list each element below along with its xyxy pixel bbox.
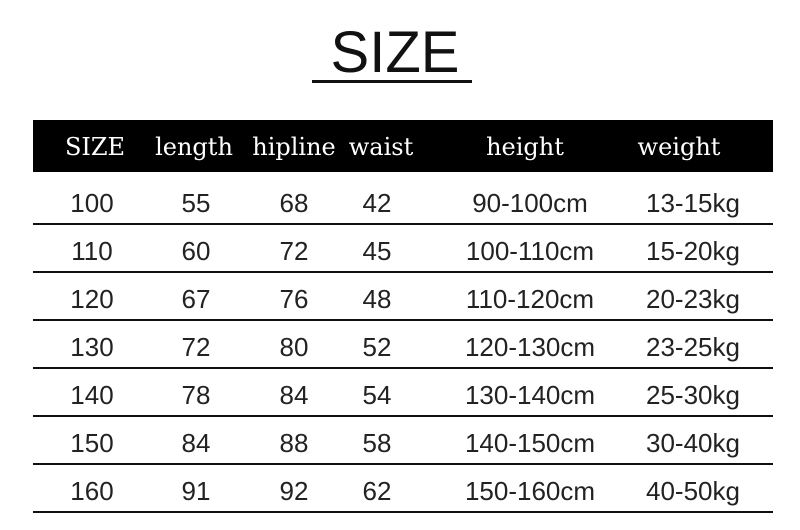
row-divider	[33, 463, 773, 465]
cell-height: 100-110cm	[465, 236, 595, 266]
cell-hipline: 92	[279, 476, 309, 506]
cell-weight: 23-25kg	[646, 332, 740, 362]
cell-height: 90-100cm	[472, 188, 588, 218]
cell-weight: 15-20kg	[646, 236, 740, 266]
cell-weight: 30-40kg	[646, 428, 740, 458]
row-divider	[33, 415, 773, 417]
cell-size: 100	[70, 188, 114, 218]
page-title: SIZE	[330, 20, 460, 85]
table-header: SIZE length hipline waist height weight	[33, 120, 773, 172]
cell-waist: 45	[362, 236, 392, 266]
column-header-hipline: hipline	[252, 133, 336, 161]
table-row: 120 67 76 48 110-120cm 20-23kg	[33, 273, 773, 321]
cell-waist: 48	[362, 284, 392, 314]
cell-height: 150-160cm	[464, 476, 596, 506]
cell-waist: 52	[362, 332, 392, 362]
cell-size: 160	[70, 476, 114, 506]
table-row: 130 72 80 52 120-130cm 23-25kg	[33, 321, 773, 369]
table-row: 110 60 72 45 100-110cm 15-20kg	[33, 225, 773, 273]
cell-waist: 58	[362, 428, 392, 458]
cell-hipline: 72	[279, 236, 309, 266]
cell-height: 140-150cm	[464, 428, 596, 458]
cell-length: 78	[181, 380, 211, 410]
cell-length: 67	[181, 284, 211, 314]
column-header-height: height	[486, 133, 564, 161]
cell-size: 130	[70, 332, 114, 362]
cell-size: 150	[70, 428, 114, 458]
column-header-length: length	[155, 133, 233, 161]
cell-hipline: 76	[279, 284, 309, 314]
cell-length: 72	[181, 332, 211, 362]
cell-hipline: 84	[279, 380, 309, 410]
table-row: 140 78 84 54 130-140cm 25-30kg	[33, 369, 773, 417]
cell-waist: 62	[362, 476, 392, 506]
cell-weight: 20-23kg	[646, 284, 740, 314]
row-divider	[33, 319, 773, 321]
cell-size: 140	[70, 380, 114, 410]
cell-weight: 40-50kg	[646, 476, 740, 506]
cell-length: 60	[181, 236, 211, 266]
column-header-size: SIZE	[64, 133, 126, 161]
cell-hipline: 80	[279, 332, 309, 362]
table-row: 100 55 68 42 90-100cm 13-15kg	[33, 177, 773, 225]
table-row: 160 91 92 62 150-160cm 40-50kg	[33, 465, 773, 513]
cell-hipline: 88	[279, 428, 309, 458]
row-divider	[33, 367, 773, 369]
cell-weight: 25-30kg	[646, 380, 740, 410]
cell-waist: 42	[362, 188, 392, 218]
cell-length: 55	[181, 188, 211, 218]
column-header-weight: weight	[637, 133, 721, 161]
title-underline	[312, 80, 472, 83]
cell-size: 110	[71, 236, 113, 266]
cell-height: 110-120cm	[465, 284, 595, 314]
cell-weight: 13-15kg	[646, 188, 740, 218]
table-row: 150 84 88 58 140-150cm 30-40kg	[33, 417, 773, 465]
row-divider	[33, 511, 773, 513]
cell-length: 84	[181, 428, 211, 458]
row-divider	[33, 271, 773, 273]
cell-waist: 54	[362, 380, 392, 410]
cell-height: 130-140cm	[464, 380, 596, 410]
cell-length: 91	[181, 476, 211, 506]
cell-size: 120	[70, 284, 114, 314]
cell-hipline: 68	[279, 188, 309, 218]
row-divider	[33, 223, 773, 225]
column-header-waist: waist	[348, 133, 414, 161]
cell-height: 120-130cm	[464, 332, 596, 362]
